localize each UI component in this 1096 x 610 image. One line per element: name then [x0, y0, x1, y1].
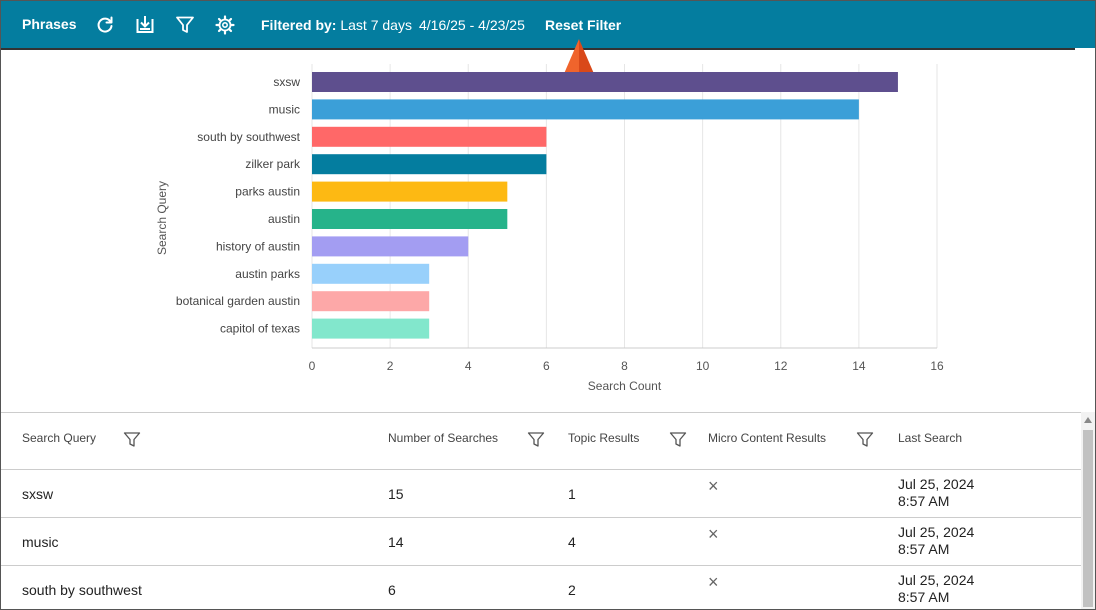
cell-last-search-date: Jul 25, 2024: [898, 476, 975, 492]
category-label: parks austin: [235, 185, 300, 199]
download-icon[interactable]: [135, 15, 155, 35]
cell-last-search-time: 8:57 AM: [898, 589, 950, 605]
category-label: sxsw: [273, 75, 300, 89]
filter-icon[interactable]: [175, 15, 195, 35]
cell-last-search-time: 8:57 AM: [898, 493, 950, 509]
scroll-up-icon[interactable]: [1084, 417, 1092, 423]
toolbar: Phrases Filtered by: Last 7 days 4/16/25…: [1, 1, 1095, 50]
bar-botanical-garden-austin: [312, 291, 430, 312]
x-tick-label: 2: [387, 359, 394, 373]
cell-searches: 14: [388, 534, 404, 550]
column-header-search-query[interactable]: Search Query: [22, 431, 97, 445]
chart-bars: [312, 72, 898, 339]
column-header-micro-content-results[interactable]: Micro Content Results: [708, 431, 827, 445]
bar-capitol-of-texas: [312, 318, 430, 339]
category-label: history of austin: [216, 239, 300, 253]
cell-query: south by southwest: [22, 582, 142, 598]
x-tick-label: 6: [543, 359, 550, 373]
x-tick-label: 10: [696, 359, 710, 373]
column-header-topic-results[interactable]: Topic Results: [568, 431, 640, 445]
filtered-by-label: Filtered by:: [261, 17, 337, 33]
chart-x-ticks: 0 2 4 6 8 10 12 14 16: [309, 359, 944, 373]
filter-icon[interactable]: [856, 431, 874, 449]
column-header-number-of-searches[interactable]: Number of Searches: [388, 431, 499, 445]
table-scrollbar[interactable]: [1081, 412, 1095, 609]
category-label: botanical garden austin: [176, 294, 300, 308]
scrollbar-thumb[interactable]: [1083, 430, 1093, 607]
bar-music: [312, 99, 859, 120]
category-label: capitol of texas: [220, 322, 300, 336]
cell-searches: 6: [388, 582, 396, 598]
filter-summary: Filtered by: Last 7 days: [261, 17, 412, 33]
y-axis-label: Search Query: [155, 181, 169, 255]
phrases-table: Search Query Number of Searches Topic Re…: [1, 412, 1081, 609]
column-header-last-search[interactable]: Last Search: [898, 431, 963, 445]
x-axis-label: Search Count: [588, 379, 662, 393]
toolbar-divider: [1, 48, 1075, 50]
x-tick-label: 16: [930, 359, 944, 373]
bar-austin: [312, 209, 508, 229]
bar-parks-austin: [312, 181, 508, 202]
cell-query: sxsw: [22, 486, 54, 502]
cell-searches: 15: [388, 486, 404, 502]
category-label: austin: [268, 212, 300, 226]
filter-icon[interactable]: [669, 431, 687, 449]
bar-austin-parks: [312, 263, 430, 284]
cell-last-search-date: Jul 25, 2024: [898, 524, 975, 540]
category-label: zilker park: [245, 157, 301, 171]
table-row[interactable]: south by southwest 6 2 × Jul 25, 2024 8:…: [1, 565, 1081, 609]
category-label: south by southwest: [197, 130, 300, 144]
x-tick-label: 4: [465, 359, 472, 373]
gear-icon[interactable]: [215, 15, 235, 35]
refresh-icon[interactable]: [95, 15, 115, 35]
bar-south-by-southwest: [312, 126, 547, 147]
table-row[interactable]: sxsw 15 1 × Jul 25, 2024 8:57 AM: [1, 469, 1081, 517]
filter-icon[interactable]: [123, 431, 141, 449]
x-tick-label: 12: [774, 359, 788, 373]
no-results-icon: ×: [708, 524, 719, 544]
x-tick-label: 0: [309, 359, 316, 373]
no-results-icon: ×: [708, 572, 719, 592]
cell-topic-results: 1: [568, 486, 576, 502]
cell-last-search-time: 8:57 AM: [898, 541, 950, 557]
table-row[interactable]: music 14 4 × Jul 25, 2024 8:57 AM: [1, 517, 1081, 565]
reset-filter-link[interactable]: Reset Filter: [545, 17, 622, 33]
x-tick-label: 14: [852, 359, 866, 373]
filtered-by-value: Last 7 days: [340, 17, 412, 33]
category-label: music: [269, 102, 300, 116]
search-query-bar-chart: sxsw music south by southwest zilker park pa…: [155, 64, 944, 393]
x-tick-label: 8: [621, 359, 628, 373]
bar-history-of-austin: [312, 236, 469, 257]
chart-category-labels: sxsw music south by southwest zilker park pa…: [176, 75, 301, 336]
cell-query: music: [22, 534, 59, 550]
filter-icon[interactable]: [527, 431, 545, 449]
cell-topic-results: 4: [568, 534, 576, 550]
bar-sxsw: [312, 72, 898, 92]
cell-last-search-date: Jul 25, 2024: [898, 572, 975, 588]
page-title: Phrases: [22, 16, 77, 32]
category-label: austin parks: [235, 267, 300, 281]
bar-zilker-park: [312, 154, 547, 175]
cell-topic-results: 2: [568, 582, 576, 598]
no-results-icon: ×: [708, 476, 719, 496]
date-range: 4/16/25 - 4/23/25: [419, 17, 525, 33]
